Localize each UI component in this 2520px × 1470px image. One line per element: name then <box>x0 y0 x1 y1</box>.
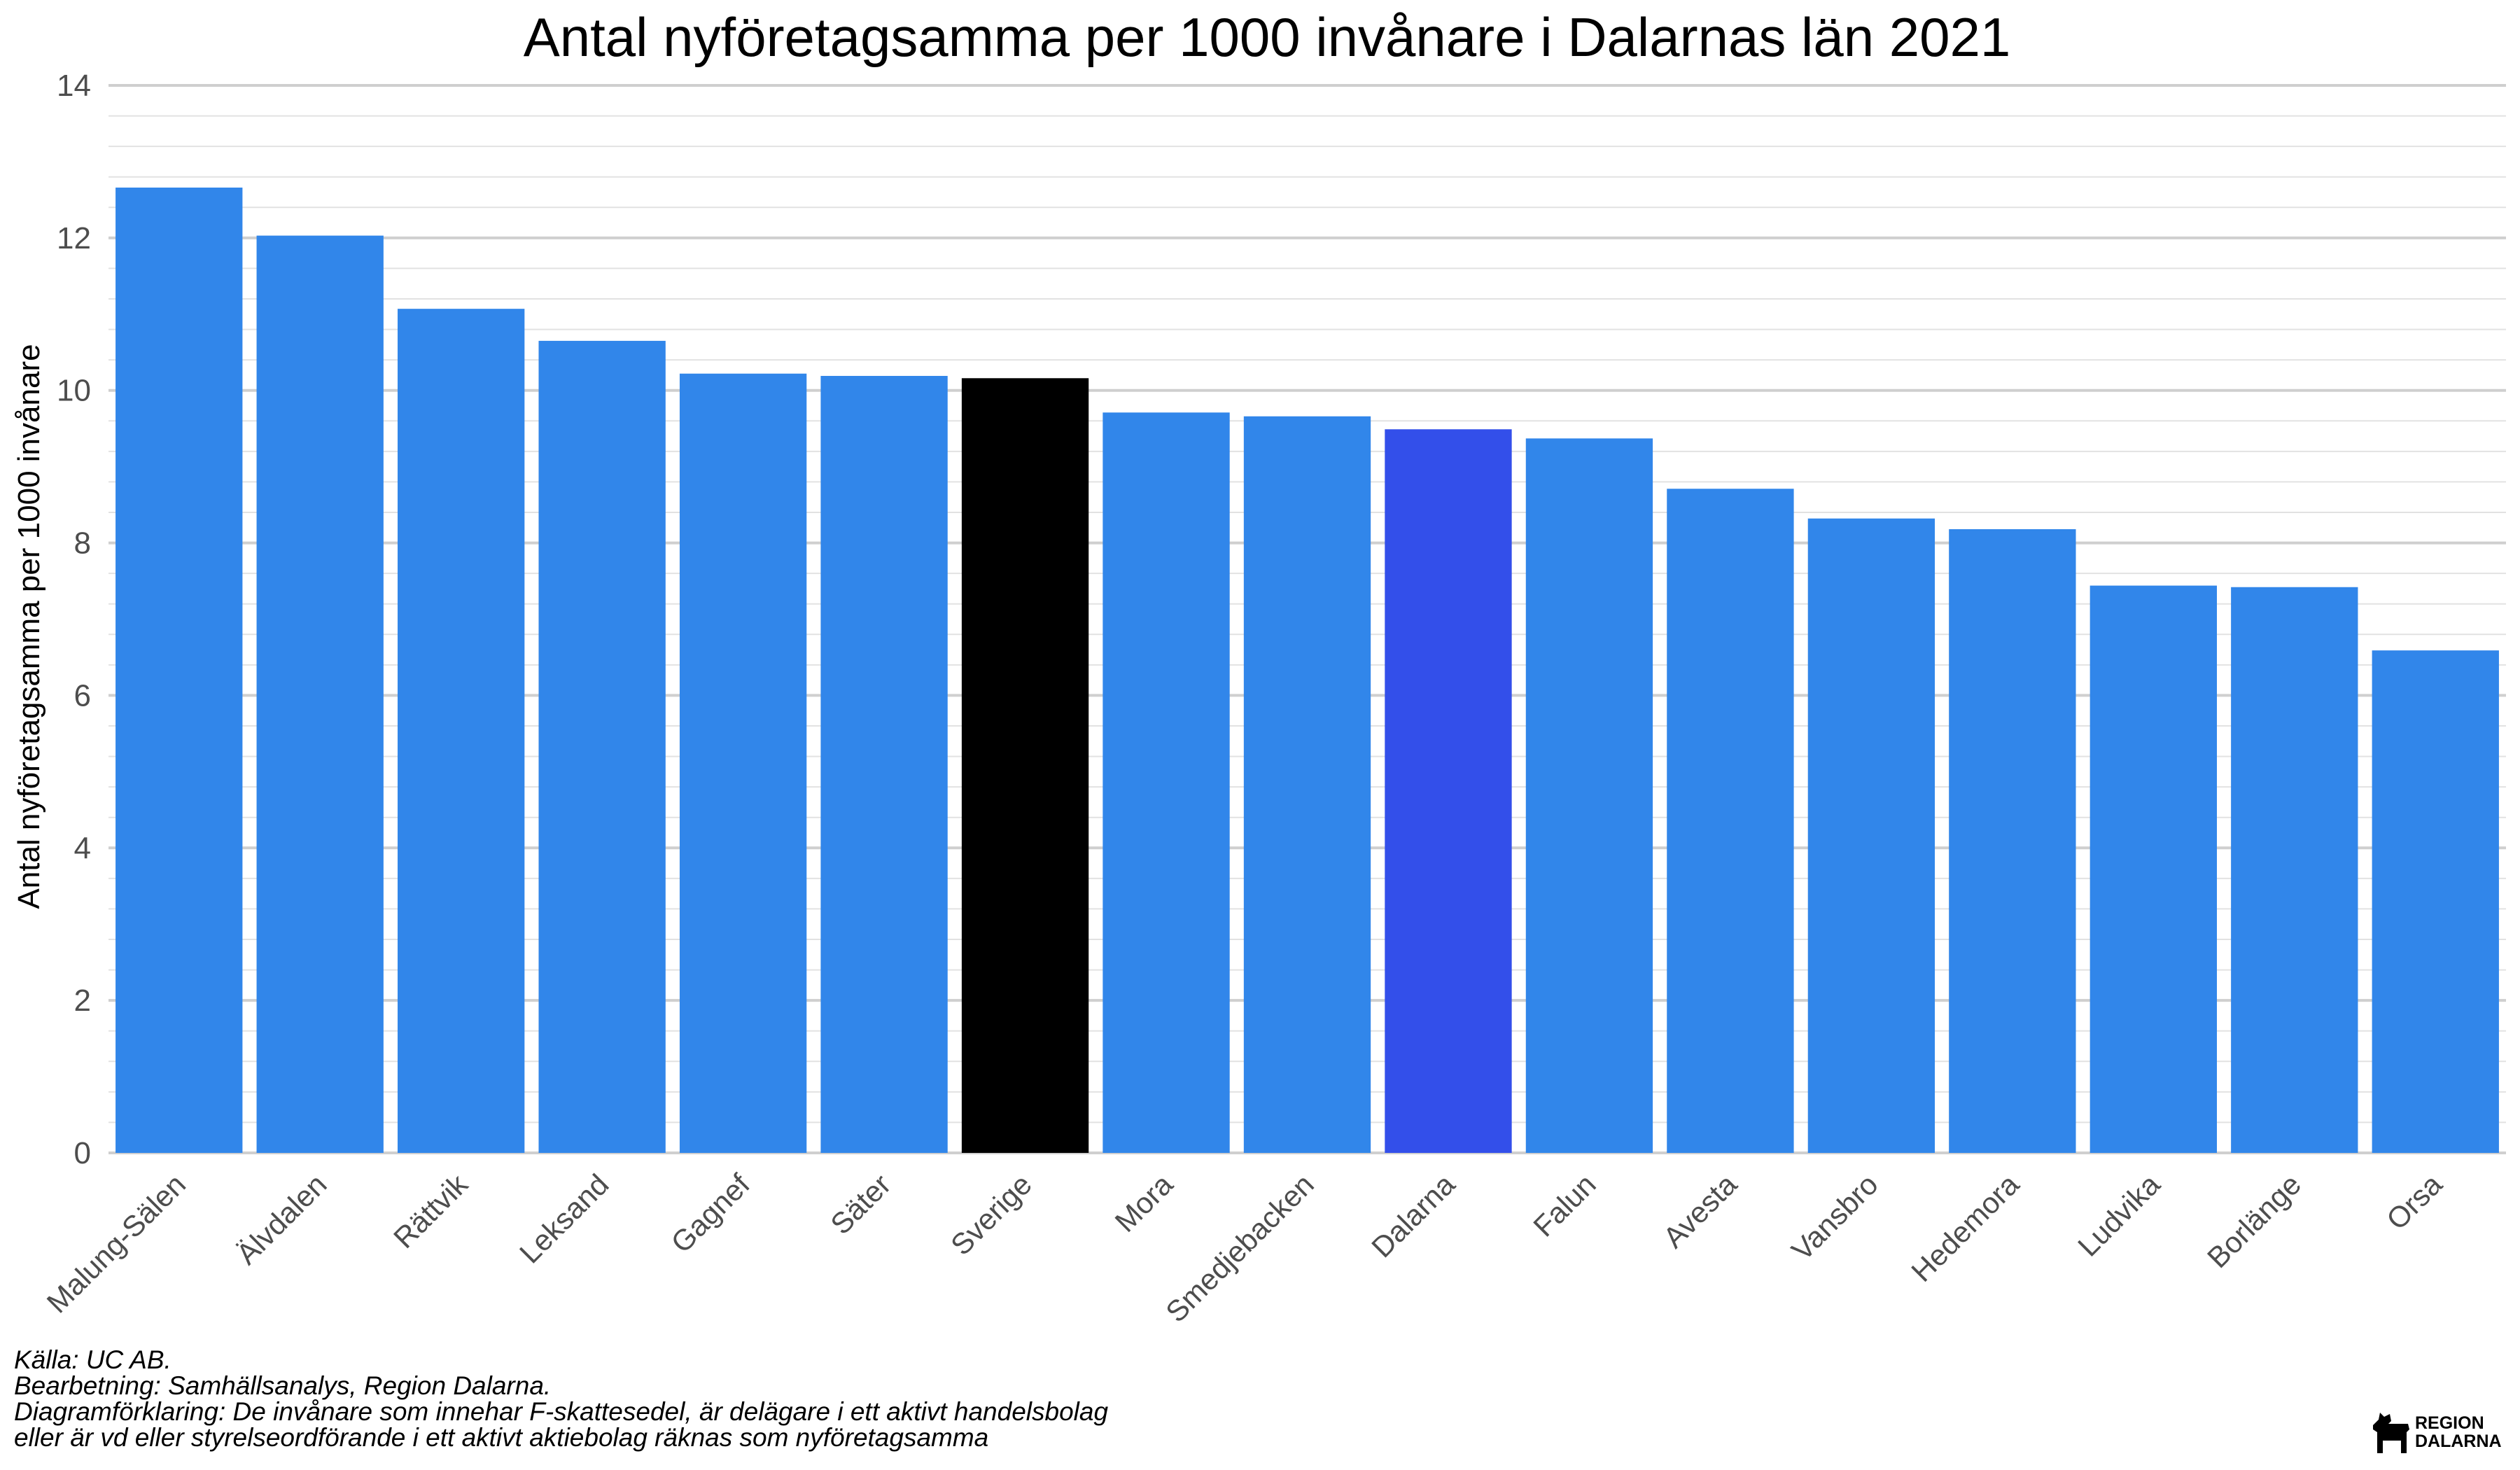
bar-vansbro <box>1807 518 1935 1153</box>
bar-rättvik <box>398 309 525 1154</box>
explanation-note-line-2: eller är vd eller styrelseordförande i e… <box>14 1423 989 1452</box>
chart-title: Antal nyföretagsamma per 1000 invånare i… <box>524 6 2011 68</box>
bar-ludvika <box>2090 585 2217 1153</box>
bar-falun <box>1525 438 1653 1153</box>
y-axis-ticks: 0 2 4 6 8 10 12 14 <box>57 69 91 1170</box>
bar-orsa <box>2372 650 2499 1153</box>
bar-malung-sälen <box>115 187 243 1153</box>
region-dalarna-logo: REGION DALARNA <box>2369 1408 2502 1457</box>
bar-hedemora <box>1949 528 2076 1153</box>
x-tick-label: Rättvik <box>387 1167 475 1254</box>
x-tick-label: Sverige <box>944 1168 1038 1261</box>
source-note: Källa: UC AB. <box>14 1345 172 1374</box>
chart-footer: Källa: UC AB. Bearbetning: Samhällsanaly… <box>14 1347 1108 1450</box>
y-tick-label: 10 <box>57 374 91 408</box>
x-tick-label: Malung-Sälen <box>41 1168 192 1319</box>
bar-mora <box>1102 412 1230 1153</box>
y-tick-label: 2 <box>74 983 91 1018</box>
explanation-note-line-1: Diagramförklaring: De invånare som inneh… <box>14 1397 1109 1426</box>
x-tick-label: Gagnef <box>664 1168 756 1259</box>
x-tick-label: Smedjebacken <box>1159 1168 1320 1329</box>
bar-avesta <box>1667 489 1794 1153</box>
x-tick-label: Borlänge <box>2201 1168 2307 1274</box>
y-tick-label: 4 <box>74 831 91 865</box>
bar-gagnef <box>679 373 807 1153</box>
y-axis-label: Antal nyföretagsamma per 1000 invånare <box>12 344 46 909</box>
y-tick-label: 8 <box>74 526 91 561</box>
logo-text-dalarna: DALARNA <box>2415 1432 2502 1451</box>
x-tick-label: Älvdalen <box>230 1168 332 1270</box>
x-axis-ticks: Malung-Sälen Älvdalen Rättvik Leksand Gagnef… <box>41 1167 2449 1328</box>
x-tick-label: Dalarna <box>1365 1168 1462 1264</box>
x-tick-label: Ludvika <box>2071 1168 2166 1263</box>
x-tick-label: Orsa <box>2380 1168 2449 1236</box>
logo-text-region: REGION <box>2415 1413 2484 1433</box>
y-tick-label: 0 <box>74 1136 91 1170</box>
bar-säter <box>820 376 948 1154</box>
bar-älvdalen <box>256 235 384 1153</box>
x-tick-label: Mora <box>1108 1168 1179 1238</box>
x-tick-label: Vansbro <box>1785 1168 1884 1267</box>
y-tick-label: 14 <box>57 69 91 103</box>
processing-note: Bearbetning: Samhällsanalys, Region Dala… <box>14 1371 552 1400</box>
bar-leksand <box>538 340 666 1154</box>
x-tick-label: Hedemora <box>1905 1168 2025 1288</box>
bar-chart: Antal nyföretagsamma per 1000 invånare i… <box>12 6 2506 1329</box>
x-tick-label: Avesta <box>1657 1168 1744 1254</box>
bar-smedjebacken <box>1243 416 1371 1153</box>
x-tick-label: Säter <box>824 1168 897 1240</box>
bar-borlänge <box>2231 587 2358 1153</box>
y-tick-label: 12 <box>57 221 91 255</box>
dala-horse-icon <box>2373 1413 2409 1453</box>
bar-sverige <box>961 378 1089 1154</box>
bars <box>115 187 2499 1154</box>
bar-dalarna <box>1385 429 1512 1154</box>
x-tick-label: Leksand <box>513 1168 615 1270</box>
y-tick-label: 6 <box>74 678 91 713</box>
x-tick-label: Falun <box>1527 1168 1602 1243</box>
